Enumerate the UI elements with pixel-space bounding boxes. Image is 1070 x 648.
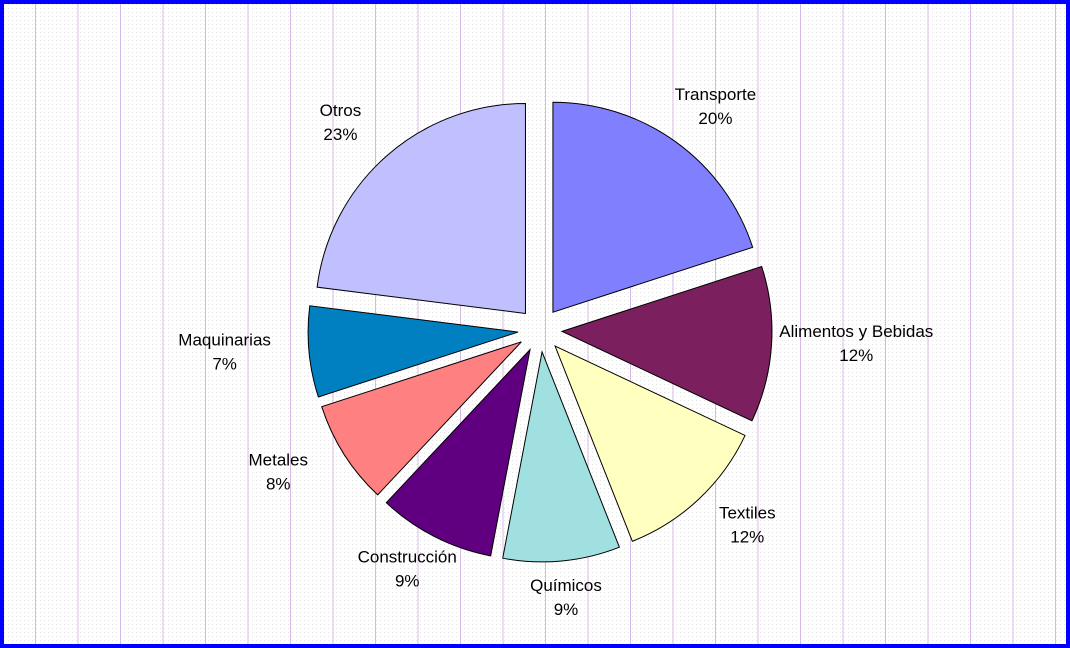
pie-slice <box>307 305 519 398</box>
pie-slice <box>560 265 773 422</box>
pie-slice <box>316 102 526 315</box>
slice-value-label: 9% <box>554 600 579 619</box>
pie-slice <box>502 350 621 563</box>
slice-value-label: 12% <box>730 527 764 546</box>
pie-slice <box>552 101 754 313</box>
slice-label: Textiles <box>719 503 776 522</box>
pie-slice <box>385 348 531 557</box>
slice-label: Transporte <box>675 85 757 104</box>
slice-value-label: 12% <box>839 346 873 365</box>
slice-label: Alimentos y Bebidas <box>779 322 933 341</box>
slice-label: Construcción <box>358 547 457 566</box>
slice-value-label: 20% <box>698 109 732 128</box>
slice-value-label: 7% <box>212 355 237 374</box>
pie: Transporte 20% Alimentos y Bebidas 12% Texti… <box>178 85 933 619</box>
slice-label: Maquinarias <box>178 331 271 350</box>
slice-label: Otros <box>320 101 362 120</box>
slice-value-label: 9% <box>395 571 420 590</box>
slice-label: Químicos <box>530 576 602 595</box>
pie-slice <box>554 345 746 542</box>
pie-slice <box>321 341 522 496</box>
slice-label: Metales <box>248 451 308 470</box>
slice-value-label: 8% <box>266 475 291 494</box>
slice-value-label: 23% <box>323 125 357 144</box>
